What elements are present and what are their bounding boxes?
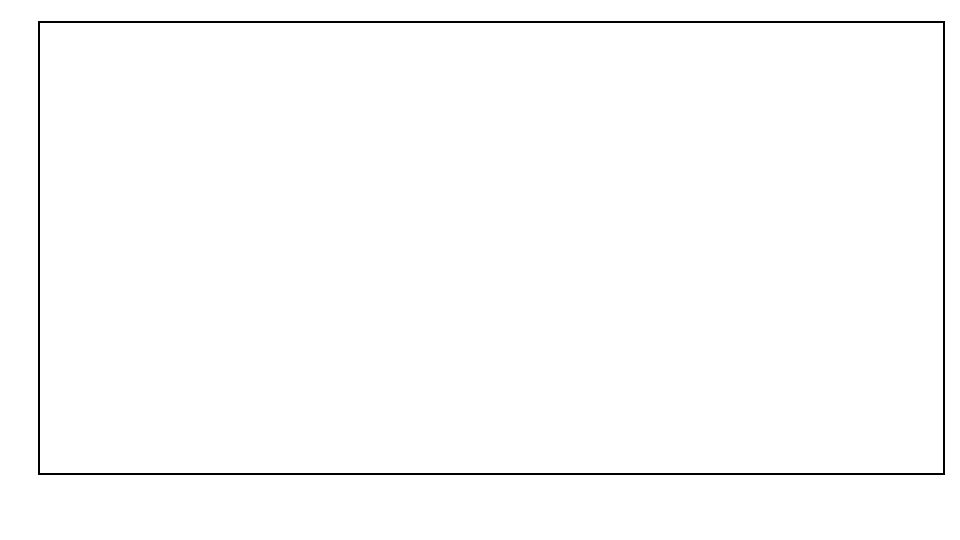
legend-row [879,26,943,38]
plot-border [38,21,945,475]
legend-swatch-score [917,64,943,71]
plot-area [40,23,943,473]
legend-row [879,50,943,62]
legend [879,26,943,62]
legend-row [879,38,943,50]
